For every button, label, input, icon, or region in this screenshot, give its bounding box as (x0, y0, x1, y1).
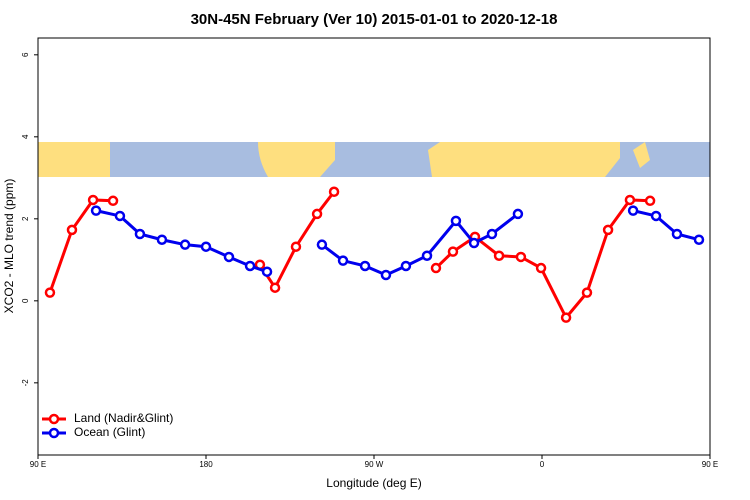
point (290, 241, 302, 252)
y-tick-label: 4 (21, 134, 30, 139)
point (380, 269, 392, 281)
point (602, 224, 614, 236)
point (90, 205, 102, 216)
x-tick-label: 0 (540, 460, 545, 469)
point (134, 228, 146, 240)
series-line (48, 190, 651, 321)
point (337, 255, 349, 266)
point (261, 266, 273, 277)
chart-title: 30N-45N February (Ver 10) 2015-01-01 to … (191, 11, 558, 28)
land (428, 142, 620, 177)
point (421, 250, 433, 261)
point (359, 260, 371, 272)
point (486, 228, 498, 240)
point (87, 194, 99, 206)
legend-marker (48, 413, 60, 425)
point (468, 237, 480, 249)
point (693, 234, 705, 245)
point (650, 210, 662, 222)
legend-marker (48, 427, 60, 439)
point (179, 239, 191, 250)
point (671, 228, 683, 240)
y-axis-label: XCO2 - MLO trend (ppm) (2, 179, 16, 314)
point (200, 241, 212, 252)
x-tick-label: 180 (199, 460, 213, 469)
legend-label: Land (Nadir&Glint) (74, 411, 173, 425)
point (244, 260, 256, 272)
map-band (38, 142, 710, 177)
point (107, 195, 119, 207)
point (269, 282, 281, 293)
point (515, 251, 527, 263)
point (450, 215, 462, 227)
point (400, 260, 412, 272)
point (44, 287, 56, 298)
point (430, 262, 442, 274)
y-tick-label: 6 (21, 52, 30, 57)
legend-label: Ocean (Glint) (74, 425, 145, 439)
point (114, 210, 126, 222)
point (223, 251, 235, 263)
point (560, 312, 572, 323)
point (156, 234, 168, 245)
point (644, 195, 656, 207)
y-tick-label: -2 (21, 379, 30, 387)
land (258, 142, 335, 177)
x-axis-label: Longitude (deg E) (326, 476, 421, 490)
x-tick-label: 90 W (365, 460, 384, 469)
x-tick-label: 90 E (702, 460, 718, 469)
point (535, 262, 547, 274)
y-tick-label: 2 (21, 216, 30, 221)
land (38, 142, 110, 177)
point (316, 239, 328, 250)
point (624, 194, 636, 206)
plot-frame (37, 37, 711, 456)
point (447, 246, 459, 257)
point (328, 186, 340, 198)
point (581, 287, 593, 298)
x-tick-label: 90 E (30, 460, 46, 469)
point (66, 224, 78, 236)
point (512, 208, 524, 220)
point (493, 250, 505, 261)
y-tick-label: 0 (21, 298, 30, 303)
point (311, 208, 323, 220)
land (633, 142, 650, 168)
point (627, 205, 639, 216)
